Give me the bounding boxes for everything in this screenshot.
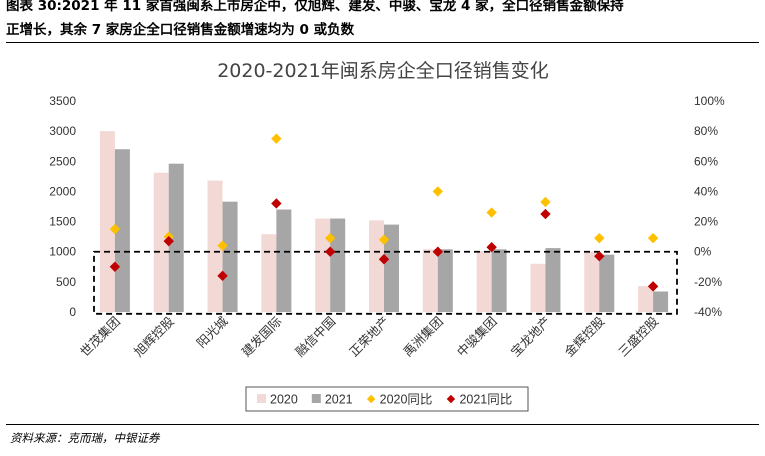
bar-2020-融信中国 xyxy=(315,218,331,312)
caption-line-1: 图表 30:2021 年 11 家首强闽系上市房企中，仅旭辉、建发、中骏、宝龙 … xyxy=(6,0,624,14)
bar-2021-禹洲集团 xyxy=(437,249,453,312)
figure-caption: 图表 30:2021 年 11 家首强闽系上市房企中，仅旭辉、建发、中骏、宝龙 … xyxy=(6,0,756,42)
chart-title: 2020-2021年闽系房企全口径销售变化 xyxy=(217,60,549,82)
legend-swatch-2020同比 xyxy=(366,394,376,404)
right-tick-label: 80% xyxy=(694,124,718,138)
category-label: 正荣地产 xyxy=(346,314,392,360)
right-tick-label: 100% xyxy=(694,94,725,108)
highlight-box xyxy=(93,250,678,315)
marker-2021同比-金辉控股 xyxy=(594,251,605,262)
marker-2021同比-正荣地产 xyxy=(378,254,390,265)
left-tick-label: 3500 xyxy=(49,94,76,108)
left-tick-label: 1500 xyxy=(49,215,76,229)
left-tick-label: 3000 xyxy=(49,124,76,138)
bar-2021-宝龙地产 xyxy=(545,248,561,312)
category-label: 旭辉控股 xyxy=(131,313,177,359)
category-label: 宝龙地产 xyxy=(508,314,554,360)
marker-2020同比-正荣地产 xyxy=(378,234,390,245)
marker-2020同比-三盛控股 xyxy=(647,232,659,244)
marker-2021同比-建发国际 xyxy=(271,198,282,209)
bar-2021-三盛控股 xyxy=(653,291,669,312)
category-label: 三盛控股 xyxy=(615,313,661,359)
right-tick-label: -40% xyxy=(694,305,722,319)
highlight-box-layer xyxy=(93,250,678,315)
right-tick-label: 20% xyxy=(694,215,718,229)
category-label: 建发国际 xyxy=(239,314,285,360)
legend-label-2020同比: 2020同比 xyxy=(380,393,433,407)
yoy-markers xyxy=(109,133,659,292)
top-rule xyxy=(6,42,759,43)
legend-label-2020: 2020 xyxy=(270,393,298,407)
bar-2020-金辉控股 xyxy=(584,251,600,312)
marker-2021同比-融信中国 xyxy=(324,246,336,257)
bottom-rule xyxy=(6,424,759,425)
bar-2021-阳光城 xyxy=(222,201,238,312)
legend: 2020 2021 2020同比 2021同比 xyxy=(245,386,529,412)
bar-2020-世茂集团 xyxy=(99,131,115,312)
category-label: 金辉控股 xyxy=(561,313,607,359)
source-note: 资料来源：克而瑞，中银证券 xyxy=(10,431,160,445)
marker-2020同比-金辉控股 xyxy=(594,232,605,244)
marker-2020同比-融信中国 xyxy=(324,232,336,244)
bar-2021-世茂集团 xyxy=(114,149,130,312)
right-tick-label: 60% xyxy=(694,154,718,168)
right-axis: -40% -20% 0% 20% 40% 60% 80% 100% xyxy=(694,94,725,319)
category-label: 融信中国 xyxy=(292,314,338,360)
legend-swatch-2021 xyxy=(311,394,321,403)
bar-2020-建发国际 xyxy=(261,234,277,312)
marker-2020同比-宝龙地产 xyxy=(540,196,551,208)
category-label: 中骏集团 xyxy=(454,314,500,360)
left-tick-label: 0 xyxy=(69,305,76,319)
marker-2021同比-旭辉控股 xyxy=(163,235,174,247)
marker-2021同比-三盛控股 xyxy=(647,281,659,292)
bar-2020-禹洲集团 xyxy=(422,249,438,312)
bar-2020-三盛控股 xyxy=(638,286,654,312)
marker-2020同比-禹洲集团 xyxy=(432,186,444,197)
marker-2021同比-世茂集团 xyxy=(109,261,121,272)
marker-2021同比-中骏集团 xyxy=(486,241,497,253)
left-tick-label: 2000 xyxy=(49,184,76,198)
bar-2021-中骏集团 xyxy=(491,249,507,312)
marker-2021同比-宝龙地产 xyxy=(540,208,551,220)
bar-2021-建发国际 xyxy=(276,209,292,312)
bar-2021-旭辉控股 xyxy=(168,163,184,312)
marker-2020同比-中骏集团 xyxy=(486,207,497,218)
bar-2020-正荣地产 xyxy=(369,220,384,312)
right-tick-label: 0% xyxy=(694,245,712,259)
bar-series xyxy=(99,131,669,312)
marker-2020同比-建发国际 xyxy=(271,133,282,144)
legend-label-2021同比: 2021同比 xyxy=(459,393,512,407)
category-label: 禹洲集团 xyxy=(400,314,446,360)
legend-label-2021: 2021 xyxy=(325,393,353,407)
category-labels: 世茂集团 旭辉控股 阳光城 建发国际 融信中国 正荣地产 禹洲集团 中骏集团 宝龙地产 金辉控股三… xyxy=(77,313,661,359)
bar-2020-旭辉控股 xyxy=(153,172,169,312)
marker-2020同比-世茂集团 xyxy=(109,223,121,235)
left-tick-label: 2500 xyxy=(49,154,76,168)
left-tick-label: 500 xyxy=(56,275,76,289)
marker-2020同比-阳光城 xyxy=(217,240,228,251)
legend-swatch-2020 xyxy=(257,394,266,403)
marker-2021同比-阳光城 xyxy=(217,270,228,282)
bar-2021-融信中国 xyxy=(330,218,346,312)
category-label: 世茂集团 xyxy=(77,314,123,360)
left-axis: 0 500 1000 1500 2000 2500 3000 3500 xyxy=(49,94,76,319)
category-label: 阳光城 xyxy=(194,313,231,350)
bar-2020-阳光城 xyxy=(207,180,223,312)
bar-2021-金辉控股 xyxy=(599,254,615,312)
left-tick-label: 1000 xyxy=(49,245,76,259)
bar-2021-正荣地产 xyxy=(384,224,399,312)
legend-swatch-2021同比 xyxy=(446,394,456,404)
legend-frame xyxy=(245,386,529,412)
bar-2020-宝龙地产 xyxy=(530,263,546,312)
bar-2020-中骏集团 xyxy=(476,251,492,312)
right-tick-label: 40% xyxy=(694,184,718,198)
marker-2021同比-禹洲集团 xyxy=(432,246,444,257)
right-tick-label: -20% xyxy=(694,275,722,289)
caption-line-2: 正增长，其余 7 家房企全口径销售金额增速均为 0 或负数 xyxy=(6,22,355,38)
